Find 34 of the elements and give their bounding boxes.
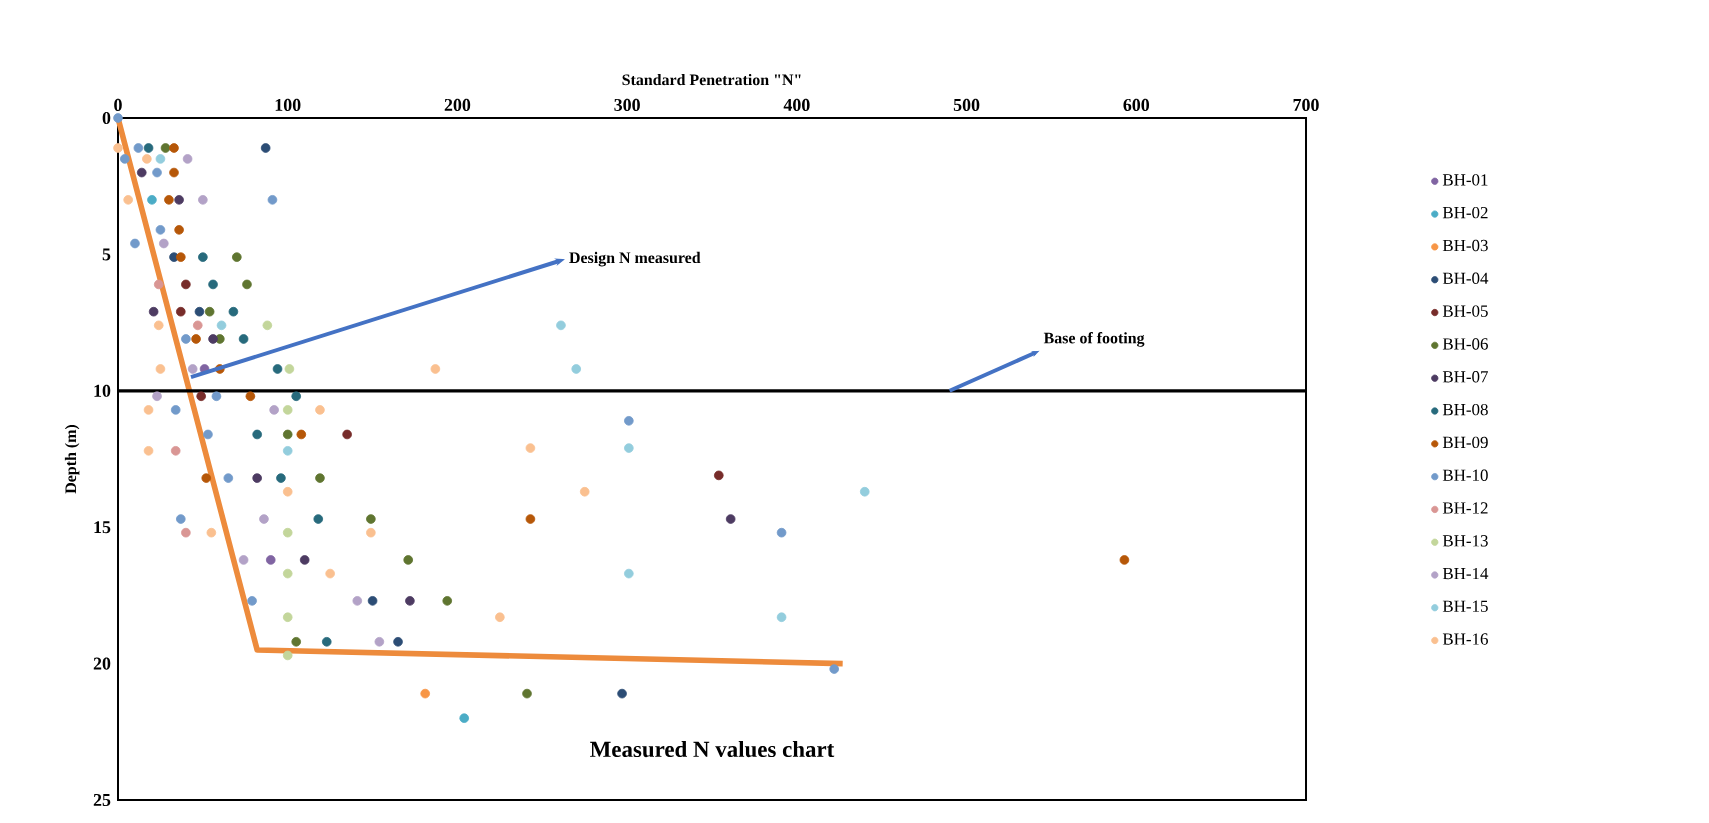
x-tick-label: 100 (275, 98, 301, 111)
y-tick-label: 25 (93, 793, 111, 807)
x-tick-label: 600 (1123, 98, 1150, 111)
ref-line-label: Base of footing (1043, 332, 1145, 347)
legend-label: BH-02 (1442, 206, 1488, 219)
x-tick-label: 400 (783, 98, 810, 111)
x-tick-label: 200 (444, 98, 471, 111)
y-tick-label: 0 (102, 111, 111, 125)
text: Measured N values chart (590, 740, 835, 758)
legend-label: BH-10 (1442, 469, 1488, 481)
x-axis-title: Standard Penetration "N" (622, 73, 801, 86)
x-tick-label: 700 (1293, 98, 1319, 111)
y-tick-label: 10 (94, 384, 111, 397)
legend-label: BH-03 (1442, 239, 1488, 252)
legend-label: BH-04 (1442, 272, 1489, 285)
y-tick-label: 15 (94, 521, 111, 534)
y-tick-label: 5 (102, 248, 111, 261)
annotation: Design N measured (569, 251, 701, 267)
legend-label: BH-05 (1442, 305, 1488, 317)
legend-label: BH-08 (1442, 403, 1488, 416)
legend-label: BH-06 (1442, 338, 1488, 350)
y-tick-label: 20 (93, 657, 111, 670)
legend-label: BH-09 (1442, 436, 1488, 449)
legend-label: BH-01 (1442, 174, 1488, 186)
x-tick-label: 500 (953, 98, 980, 111)
legend-label: BH-12 (1442, 502, 1488, 514)
legend-label: BH-16 (1442, 633, 1488, 645)
legend-label: BH-13 (1442, 535, 1488, 547)
x-tick-label: 300 (614, 98, 640, 111)
legend-label: BH-07 (1442, 371, 1488, 383)
legend-label: BH-14 (1442, 567, 1489, 580)
x-tick-label: 0 (114, 98, 122, 111)
y-axis-title: Depth (m) (64, 424, 80, 494)
legend-label: BH-15 (1442, 600, 1488, 612)
